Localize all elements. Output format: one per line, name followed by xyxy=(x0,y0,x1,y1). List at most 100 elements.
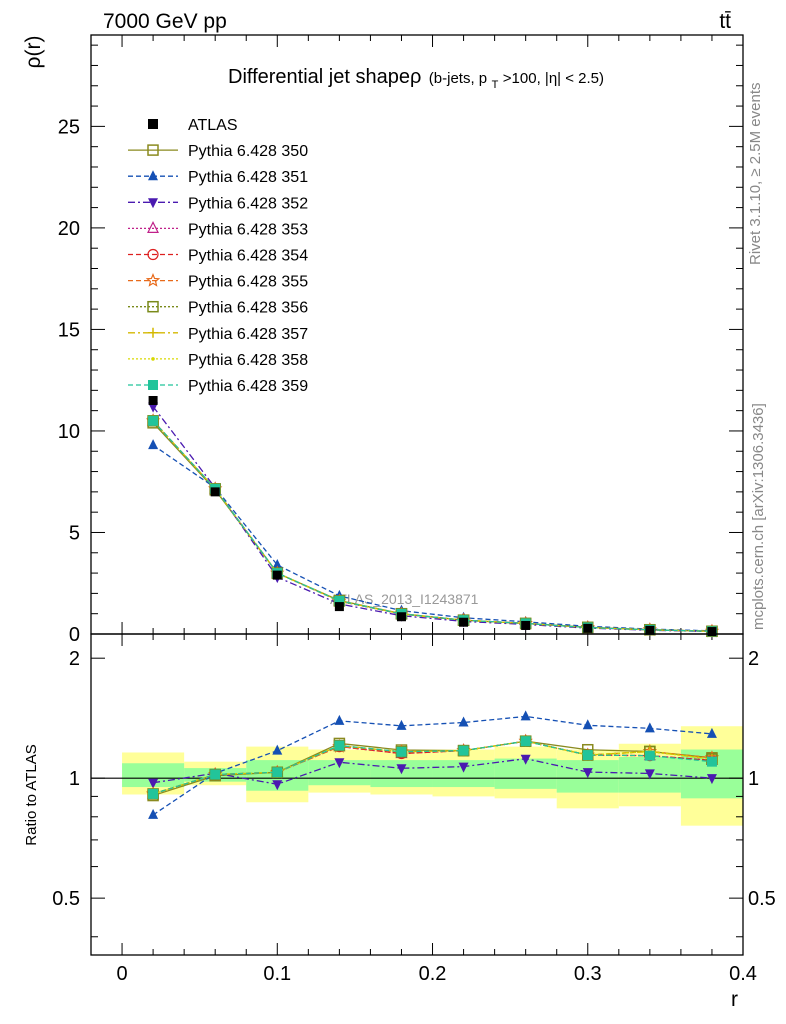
y-tick-label: 10 xyxy=(58,421,80,443)
ratio-y-tick-label: 0.5 xyxy=(52,888,80,910)
atlas-data-point xyxy=(396,612,406,622)
legend-label-7: Pythia 6.428 356 xyxy=(188,300,308,317)
series-line-ratio xyxy=(152,740,713,795)
series-point-ratio xyxy=(148,788,159,799)
legend-marker-1 xyxy=(147,144,159,156)
series-point-main xyxy=(272,558,283,569)
series-line-main xyxy=(152,420,712,632)
series-point-ratio xyxy=(644,750,655,761)
series-point-ratio xyxy=(706,756,717,767)
legend-label-10: Pythia 6.428 359 xyxy=(188,378,308,395)
series-point-ratio xyxy=(396,719,407,730)
x-tick-label: 0 xyxy=(116,963,127,985)
series-point-ratio xyxy=(644,722,655,733)
header-right-label: tt̄ xyxy=(719,10,731,33)
ratio-y-tick-label: 2 xyxy=(69,648,80,670)
y-tick-label: 15 xyxy=(58,319,80,341)
series-point-ratio xyxy=(210,769,221,780)
series-7 xyxy=(147,415,718,800)
series-10 xyxy=(148,415,717,799)
series-point-ratio xyxy=(148,808,159,819)
y-tick-label: 20 xyxy=(58,218,80,240)
legend-marker-8 xyxy=(148,327,158,338)
legend: ATLAS Pythia 6.428 350 Pythia 6.428 351 Pyt… xyxy=(128,117,308,395)
series-1 xyxy=(147,417,718,802)
legend-marker-6 xyxy=(145,273,161,287)
x-axis-label: r xyxy=(731,988,738,1011)
ratio-panel-frame xyxy=(90,633,744,956)
legend-label-atlas: ATLAS xyxy=(188,117,238,134)
mcplots-label: mcplots.cern.ch [arXiv:1306.3436] xyxy=(750,403,767,630)
x-tick-label: 0.2 xyxy=(419,963,447,985)
atlas-data-point xyxy=(645,625,655,635)
plot-frames xyxy=(90,34,744,956)
series-point-ratio xyxy=(458,716,469,727)
legend-label-6: Pythia 6.428 355 xyxy=(188,274,308,291)
series-point-ratio xyxy=(272,780,283,791)
legend-label-5: Pythia 6.428 354 xyxy=(188,248,308,265)
series-point-ratio xyxy=(148,778,159,789)
ratio-y-tick-label-right: 2 xyxy=(748,648,759,670)
y-tick-label: 25 xyxy=(58,116,80,138)
y-tick-label: 5 xyxy=(69,522,80,544)
series-point-ratio xyxy=(520,736,531,747)
chart-title-paren-b: >100, |η| < 2.5) xyxy=(503,70,604,87)
series-group xyxy=(145,402,720,819)
series-point-ratio xyxy=(272,744,283,755)
series-point-ratio xyxy=(644,769,655,780)
legend-label-8: Pythia 6.428 357 xyxy=(188,326,308,343)
x-tick-label: 0.1 xyxy=(263,963,291,985)
series-point-main xyxy=(148,415,159,426)
axes-and-ticks: 0 0.1 0.2 0.3 0.4 0 5 10 15 20 25 0.5 0.5 1 1 2 2 xyxy=(52,35,776,985)
ratio-band-green xyxy=(122,763,185,788)
series-point-ratio xyxy=(272,767,283,778)
y-tick-label: 0 xyxy=(69,624,80,646)
atlas-data-point xyxy=(334,602,344,612)
series-line-ratio xyxy=(152,758,713,785)
series-point-ratio xyxy=(334,740,345,751)
legend-label-1: Pythia 6.428 350 xyxy=(188,143,308,160)
legend-marker-atlas xyxy=(148,119,158,129)
legend-marker-2 xyxy=(148,170,158,181)
series-point-ratio xyxy=(706,727,717,738)
legend-label-2: Pythia 6.428 351 xyxy=(188,169,308,186)
legend-marker-7 xyxy=(147,300,159,313)
atlas-data-group xyxy=(148,395,717,637)
legend-label-3: Pythia 6.428 352 xyxy=(188,195,308,212)
series-point-ratio xyxy=(582,719,593,730)
legend-label-9: Pythia 6.428 358 xyxy=(188,352,308,369)
x-tick-label: 0.4 xyxy=(729,963,757,985)
atlas-data-point xyxy=(272,570,282,580)
chart-title-sub: T xyxy=(492,79,499,91)
legend-marker-3 xyxy=(148,198,158,209)
series-5 xyxy=(147,415,718,800)
series-point-ratio xyxy=(396,746,407,757)
atlas-data-point xyxy=(459,617,469,627)
atlas-data-point xyxy=(583,623,593,633)
series-line-ratio xyxy=(152,715,713,816)
legend-marker-5 xyxy=(147,248,159,261)
atlas-data-point xyxy=(707,627,717,637)
atlas-data-point xyxy=(210,487,220,497)
atlas-data-point xyxy=(148,395,158,405)
legend-marker-10 xyxy=(148,380,158,390)
series-point-ratio xyxy=(706,774,717,785)
series-point-main xyxy=(148,439,159,450)
ratio-y-tick-label: 1 xyxy=(69,768,80,790)
chart-title-main: Differential jet shapeρ xyxy=(228,66,421,88)
series-point-ratio xyxy=(334,714,345,725)
chart-title-paren-a: (b-jets, p xyxy=(429,70,487,87)
rivet-version-label: Rivet 3.1.10, ≥ 2.5M events xyxy=(747,83,764,266)
legend-label-4: Pythia 6.428 353 xyxy=(188,221,308,238)
series-point-ratio xyxy=(396,764,407,775)
series-point-ratio xyxy=(458,762,469,773)
series-point-ratio xyxy=(334,758,345,769)
atlas-data-point xyxy=(521,620,531,630)
series-point-ratio xyxy=(582,750,593,761)
ratio-y-tick-label-right: 1 xyxy=(748,768,759,790)
series-8 xyxy=(148,415,717,799)
x-tick-label: 0.3 xyxy=(574,963,602,985)
series-point-ratio xyxy=(458,745,469,756)
series-9 xyxy=(151,418,714,796)
